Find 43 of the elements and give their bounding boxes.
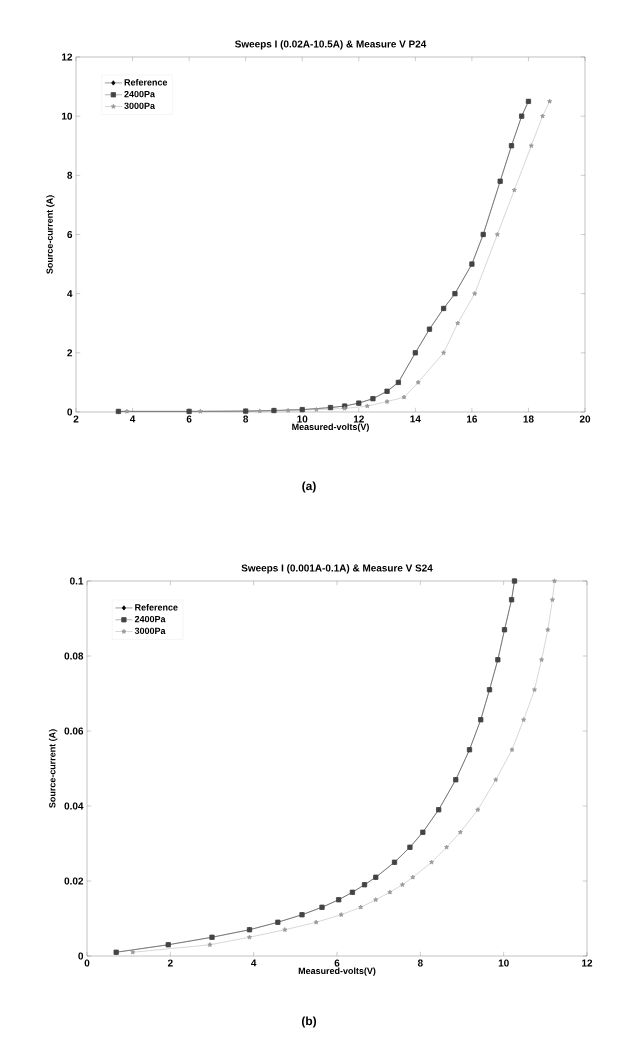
x-tick-label: 6 <box>334 959 340 967</box>
x-tick-label: 0 <box>84 959 90 967</box>
x-tick-label: 14 <box>410 415 421 423</box>
y-tick-label: 12 <box>62 53 73 61</box>
text: (a) <box>302 481 316 493</box>
y-axis-title: Source-current (A) <box>48 729 58 808</box>
x-tick-label: 10 <box>297 415 308 423</box>
y-axis-title: Source-current (A) <box>46 195 55 274</box>
x-tick-label: 8 <box>417 959 423 967</box>
chart-title: Sweeps I (0.001A-0.1A) & Measure V S24 <box>241 564 433 574</box>
x-tick-label: 10 <box>498 959 509 967</box>
legend-label: Reference <box>124 78 168 86</box>
y-tick-label: 8 <box>67 171 73 179</box>
x-tick-label: 20 <box>579 415 591 423</box>
y-tick-label: 0.06 <box>64 727 84 735</box>
x-tick-label: 12 <box>353 415 364 423</box>
text: (b) <box>301 1016 317 1028</box>
y-tick-label: 6 <box>67 230 73 239</box>
legend-label: 3000Pa <box>124 102 156 109</box>
legend-label: Reference <box>135 603 178 611</box>
y-tick-label: 10 <box>62 112 73 120</box>
x-tick-label: 6 <box>186 415 192 423</box>
y-tick-label: 4 <box>67 290 73 298</box>
chart-title: Sweeps I (0.02A-10.5A) & Measure V P24 <box>234 40 427 50</box>
x-tick-label: 12 <box>582 959 593 967</box>
y-tick-label: 0.1 <box>70 577 84 585</box>
legend-label: 3000Pa <box>134 627 166 634</box>
y-tick-label: 0.04 <box>64 802 84 810</box>
y-tick-label: 0.02 <box>64 877 84 885</box>
x-tick-label: 4 <box>251 959 257 967</box>
y-tick-label: 0.08 <box>64 652 84 660</box>
legend-label: 2400Pa <box>124 90 156 98</box>
x-tick-label: 2 <box>167 959 173 967</box>
y-tick-label: 0 <box>78 952 84 960</box>
y-tick-label: 2 <box>67 349 73 357</box>
legend-label: 2400Pa <box>134 615 166 623</box>
x-tick-label: 4 <box>129 415 136 423</box>
x-tick-label: 16 <box>466 415 478 423</box>
y-tick-label: 0 <box>67 408 73 416</box>
x-axis-title: Measured-volts(V) <box>298 967 376 976</box>
x-axis-title: Measured-volts(V) <box>292 423 369 432</box>
x-tick-label: 8 <box>243 415 249 423</box>
x-tick-label: 18 <box>523 415 534 423</box>
